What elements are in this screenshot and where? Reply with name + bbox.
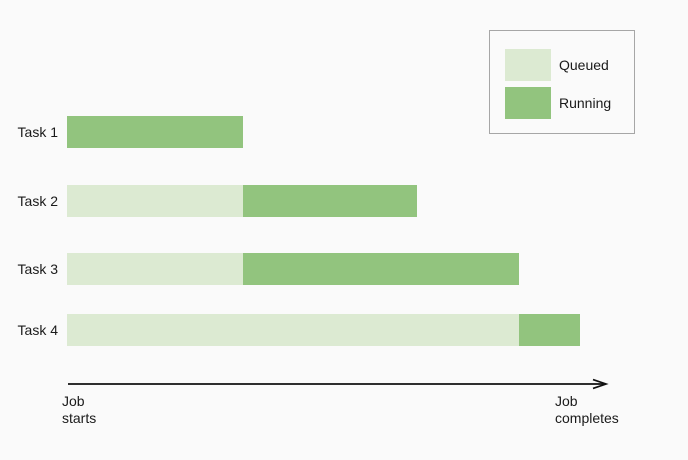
queued-segment [67,253,243,285]
running-segment [67,116,243,148]
task-track [67,253,603,285]
axis-start-label-line2: starts [62,410,97,426]
task-label: Task 3 [17,261,58,277]
queued-segment [67,314,519,346]
axis-start-label: Job starts [62,393,96,427]
running-segment [242,185,417,217]
running-swatch [505,87,551,119]
legend-label-running: Running [559,95,612,111]
task-row: Task 2 [0,185,688,217]
axis-end-label: Job completes [555,393,619,427]
axis-end-label-line1: Job [555,393,578,409]
task-row: Task 4 [0,314,688,346]
time-axis-arrow [68,378,609,390]
axis-end-label-line2: completes [555,410,619,426]
task-row: Task 1 [0,116,688,148]
task-label: Task 4 [17,322,58,338]
task-row: Task 3 [0,253,688,285]
axis-start-label-line1: Job [62,393,85,409]
queued-segment [67,185,243,217]
task-label: Task 2 [17,193,58,209]
task-track [67,185,603,217]
legend-label-queued: Queued [559,57,609,73]
legend-item-queued: Queued [505,49,634,81]
task-track [67,314,603,346]
task-label: Task 1 [17,124,58,140]
running-segment [518,314,580,346]
legend-item-running: Running [505,87,634,119]
running-segment [242,253,519,285]
task-track [67,116,603,148]
legend: Queued Running [489,30,635,134]
queued-swatch [505,49,551,81]
